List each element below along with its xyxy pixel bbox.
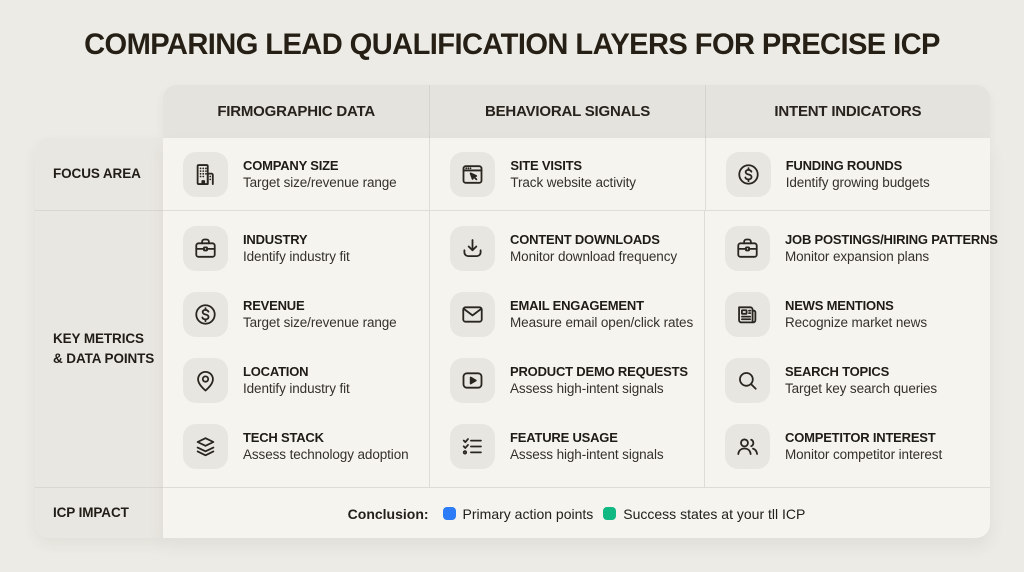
blue-swatch-icon	[442, 507, 456, 520]
play-square-icon	[450, 357, 496, 403]
row-label-icp-impact: ICP IMPACT	[53, 505, 129, 521]
envelope-icon	[450, 291, 496, 337]
cell-location: LOCATION Identify industry fit	[163, 357, 429, 403]
download-icon	[450, 225, 496, 271]
cell-news-mentions: NEWS MENTIONS Recognize market news	[705, 291, 990, 337]
column-header-intent: INTENT INDICATORS	[704, 85, 990, 138]
cell-title: FUNDING ROUNDS	[785, 158, 903, 173]
cell-funding-rounds: FUNDING ROUNDS Identify growing budgets	[704, 138, 990, 210]
focus-area-row: COMPANY SIZE Target size/revenue range S…	[163, 138, 990, 211]
cell-email-engagement: EMAIL ENGAGEMENT Measure email open/clic…	[430, 291, 704, 337]
conclusion-row: Conclusion: Primary action points Succes…	[163, 488, 990, 539]
cell-revenue: REVENUE Target size/revenue range	[163, 291, 429, 337]
dollar-circle-icon	[725, 151, 771, 197]
key-metrics-row: INDUSTRY Identify industry fit REVENUE T…	[163, 211, 998, 488]
cell-subtitle: Target size/revenue range	[243, 175, 397, 190]
checklist-icon	[450, 423, 496, 469]
legend-primary-action-points: Primary action points	[442, 505, 594, 522]
cell-feature-usage: FEATURE USAGE Assess high-intent signals	[430, 423, 704, 469]
column-header-behavioral: BEHAVIORAL SIGNALS	[429, 85, 704, 138]
table-body: COMPANY SIZE Target size/revenue range S…	[163, 138, 998, 539]
legend-label: Primary action points	[462, 505, 594, 522]
legend-label: Success states at your tll ICP	[623, 505, 806, 522]
metrics-firmographic-column: INDUSTRY Identify industry fit REVENUE T…	[163, 211, 429, 487]
users-icon	[725, 423, 770, 469]
green-swatch-icon	[603, 507, 617, 520]
newspaper-icon	[725, 291, 770, 337]
browser-cursor-icon	[450, 151, 496, 197]
briefcase-icon	[183, 225, 228, 271]
row-label-focus-area: FOCUS AREA	[35, 138, 163, 211]
page-title: COMPARING LEAD QUALIFICATION LAYERS FOR …	[84, 28, 940, 61]
briefcase-icon	[725, 225, 770, 271]
cell-tech-stack: TECH STACK Assess technology adoption	[163, 423, 429, 469]
column-header-row: FIRMOGRAPHIC DATA BEHAVIORAL SIGNALS INT…	[163, 85, 990, 138]
column-header-firmographic: FIRMOGRAPHIC DATA	[217, 103, 376, 120]
row-label-column: FOCUS AREA KEY METRICS & DATA POINTS ICP…	[35, 138, 163, 538]
cell-product-demo-requests: PRODUCT DEMO REQUESTS Assess high-intent…	[430, 357, 704, 403]
row-label-key-metrics: KEY METRICS & DATA POINTS	[35, 211, 163, 489]
conclusion-label: Conclusion:	[347, 505, 429, 522]
cell-subtitle: Identify growing budgets	[785, 175, 930, 190]
cell-subtitle: Track website activity	[510, 175, 636, 190]
cell-title: SITE VISITS	[510, 158, 582, 173]
cell-job-postings: JOB POSTINGS/HIRING PATTERNS Monitor exp…	[705, 225, 998, 271]
cell-industry: INDUSTRY Identify industry fit	[163, 225, 429, 271]
cell-title: COMPANY SIZE	[243, 158, 339, 173]
building-icon	[183, 151, 228, 197]
cell-search-topics: SEARCH TOPICS Target key search queries	[705, 357, 990, 403]
metrics-behavioral-column: CONTENT DOWNLOADS Monitor download frequ…	[429, 211, 704, 487]
cell-company-size: COMPANY SIZE Target size/revenue range	[163, 138, 429, 210]
legend-success-states: Success states at your tll ICP	[603, 506, 805, 522]
map-pin-icon	[183, 357, 228, 403]
cell-content-downloads: CONTENT DOWNLOADS Monitor download frequ…	[430, 225, 704, 271]
cell-site-visits: SITE VISITS Track website activity	[429, 138, 704, 210]
search-icon	[725, 357, 770, 403]
cell-competitor-interest: COMPETITOR INTEREST Monitor competitor i…	[705, 423, 990, 469]
layers-icon	[183, 423, 228, 469]
dollar-circle-icon	[183, 291, 228, 337]
metrics-intent-column: JOB POSTINGS/HIRING PATTERNS Monitor exp…	[704, 211, 998, 487]
